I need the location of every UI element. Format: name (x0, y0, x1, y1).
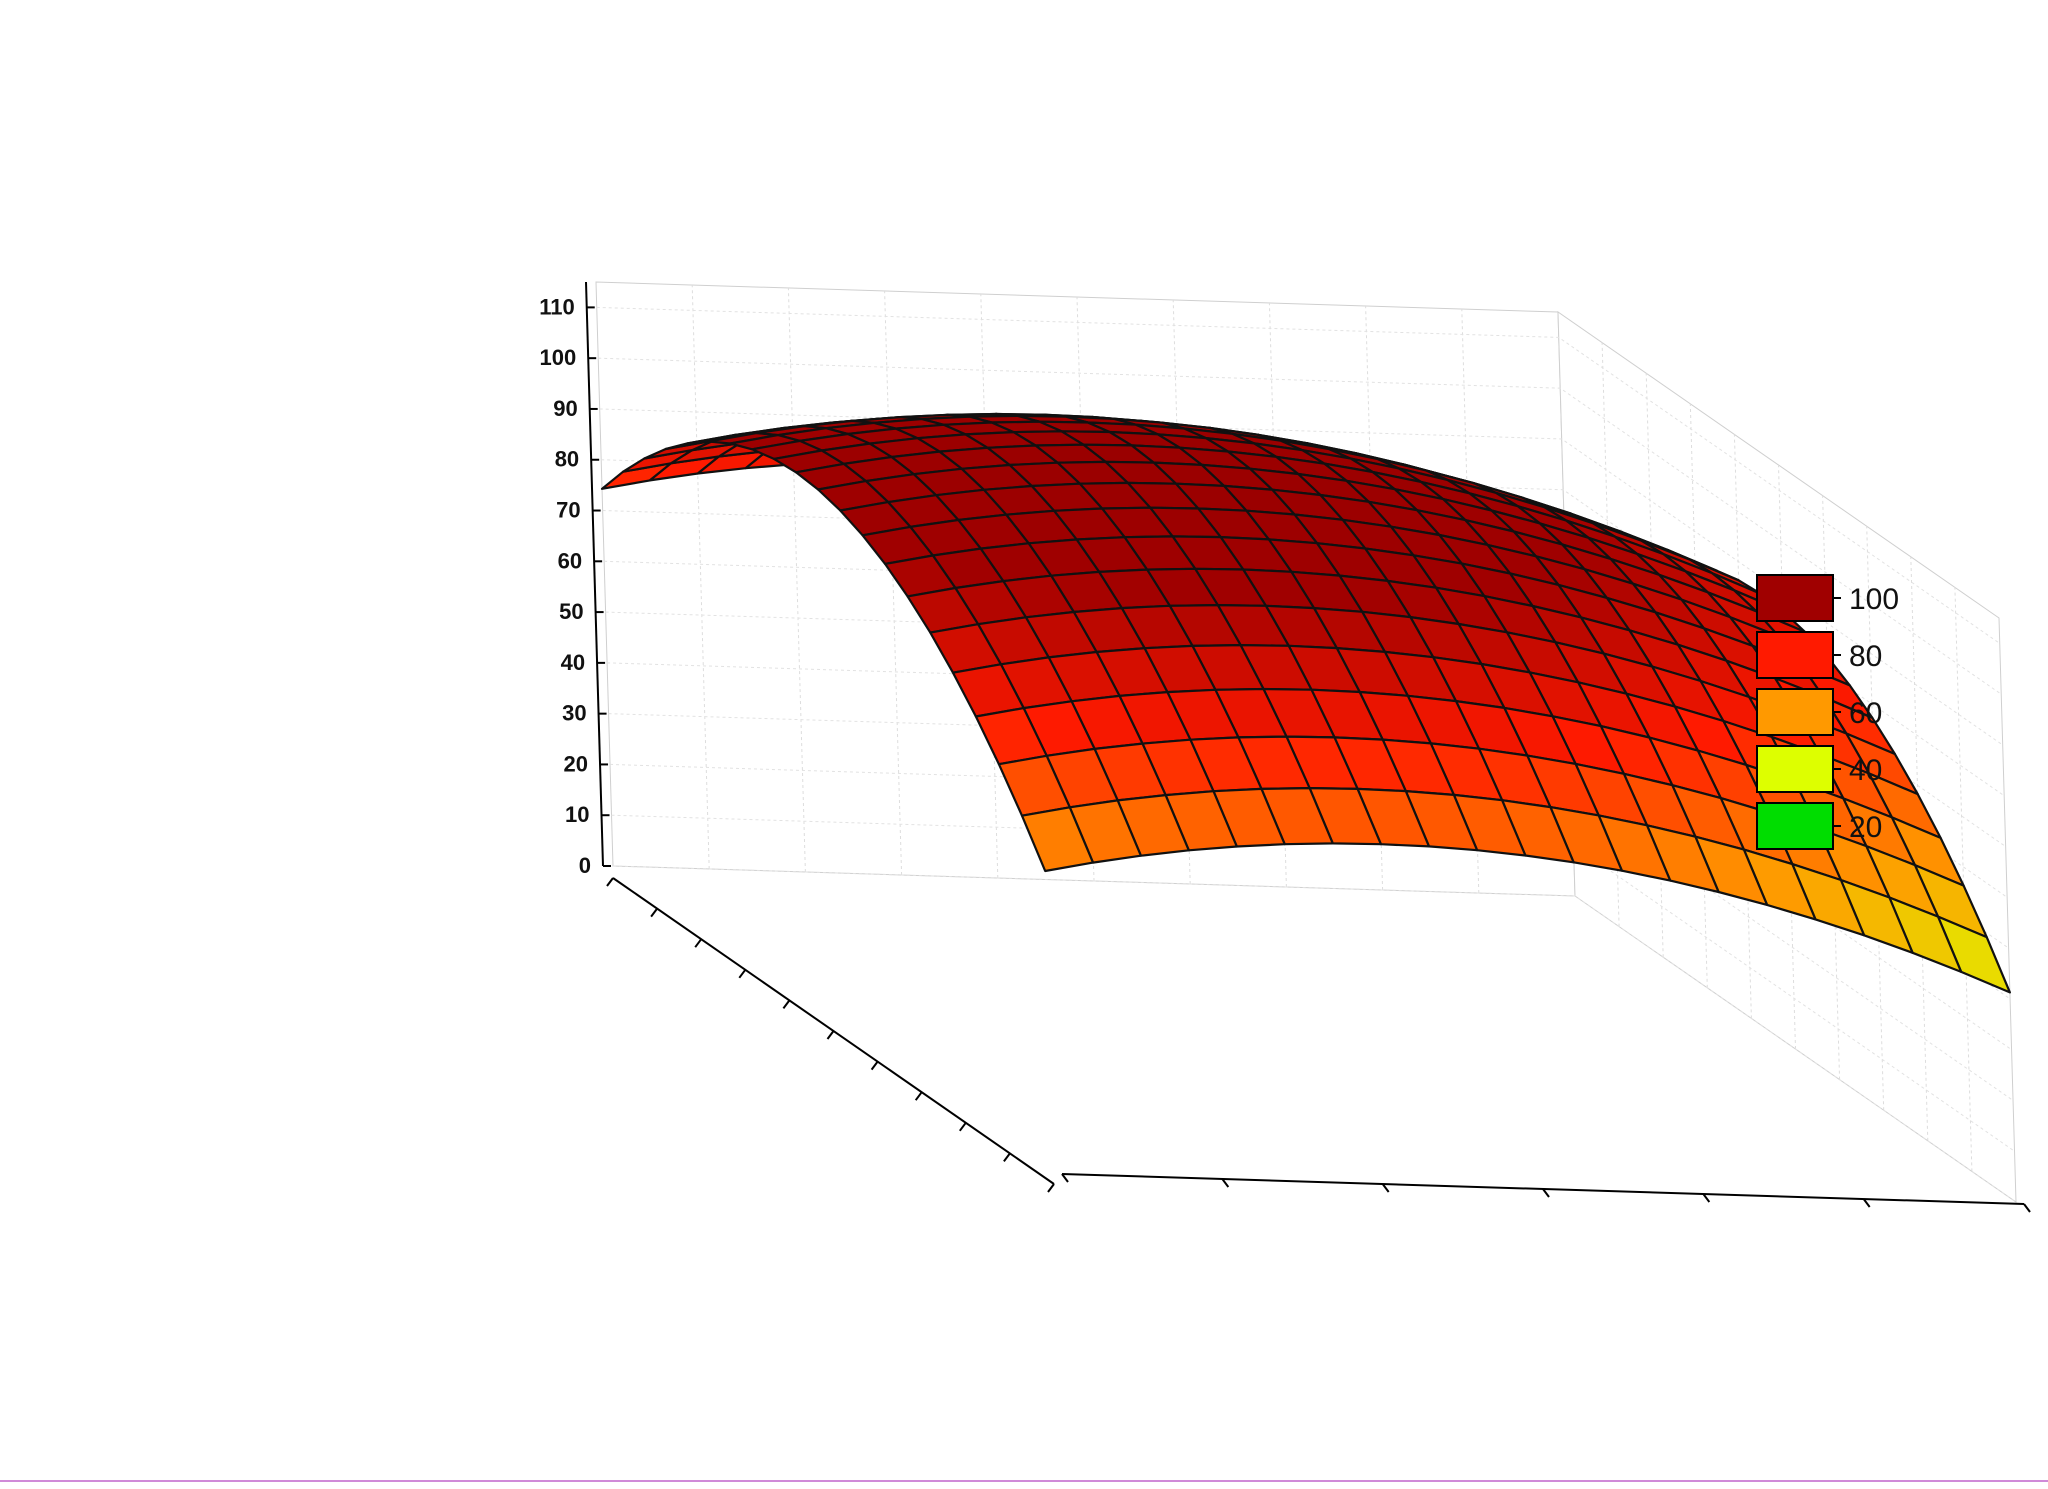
x-tick (694, 938, 703, 948)
legend-swatch (1756, 802, 1834, 850)
wall-gridline-z (598, 357, 2002, 695)
x-tick (870, 1060, 879, 1071)
wall-gridline-z (612, 865, 2017, 1203)
z-tick-label: 50 (559, 599, 583, 624)
wall-gridline-z (596, 306, 2001, 644)
wall-gridline (1689, 403, 1708, 988)
legend: 100 80 60 40 20 (1756, 574, 1899, 850)
z-tick-label: 10 (565, 802, 589, 827)
legend-label: 80 (1849, 640, 1882, 673)
z-tick-label: 70 (556, 498, 580, 523)
y-tick (1702, 1193, 1711, 1203)
x-tick (1047, 1183, 1055, 1193)
x-tick (738, 969, 747, 979)
z-tick-label: 20 (564, 751, 588, 776)
surface-mesh (600, 412, 2012, 994)
legend-swatch (1756, 631, 1834, 679)
axes: 0 10 20 30 40 50 60 70 80 90 100 110 (539, 281, 2031, 1213)
z-tick-label: 60 (558, 548, 582, 573)
wall-gridline (691, 284, 710, 870)
bottom-rule (0, 1480, 2048, 1482)
y-tick (2023, 1203, 2031, 1213)
wall-gridline (1778, 464, 1796, 1050)
x-tick (958, 1122, 967, 1132)
z-tick-label: 100 (539, 345, 576, 370)
z-tick-label: 0 (579, 853, 591, 878)
z-tick-label: 80 (555, 447, 579, 472)
z-tick-label: 110 (539, 294, 575, 319)
x-tick (1003, 1152, 1011, 1163)
z-tick-label: 30 (562, 701, 586, 726)
legend-label: 100 (1849, 583, 1899, 616)
legend-label: 20 (1849, 811, 1882, 844)
x-tick (914, 1091, 923, 1101)
z-tick-label: 90 (553, 396, 577, 421)
legend-swatch (1756, 745, 1834, 793)
wall-gridline (1733, 434, 1752, 1019)
x-tick (606, 877, 614, 887)
wall-gridline (1954, 587, 1973, 1172)
x-tick (826, 1030, 835, 1040)
y-tick (1862, 1198, 1871, 1208)
legend-swatch (1756, 688, 1834, 736)
wall-gridline (1910, 556, 1929, 1141)
wall-gridline (884, 290, 903, 876)
y-tick (1061, 1173, 1069, 1183)
y-tick (1221, 1178, 1230, 1188)
z-tick-label: 40 (561, 650, 585, 675)
wall-gridline (787, 287, 806, 873)
x-tick (650, 907, 658, 918)
y-tick (1542, 1188, 1550, 1198)
y-tick (1381, 1183, 1390, 1193)
legend-swatch (1756, 574, 1834, 622)
wall-gridline (980, 293, 999, 879)
z-axis-line (585, 281, 604, 867)
surface-cell (1020, 806, 1095, 873)
legend-label: 60 (1849, 697, 1882, 730)
legend-label: 40 (1849, 754, 1882, 787)
wall-gridline (1866, 526, 1885, 1111)
x-tick (782, 999, 791, 1010)
